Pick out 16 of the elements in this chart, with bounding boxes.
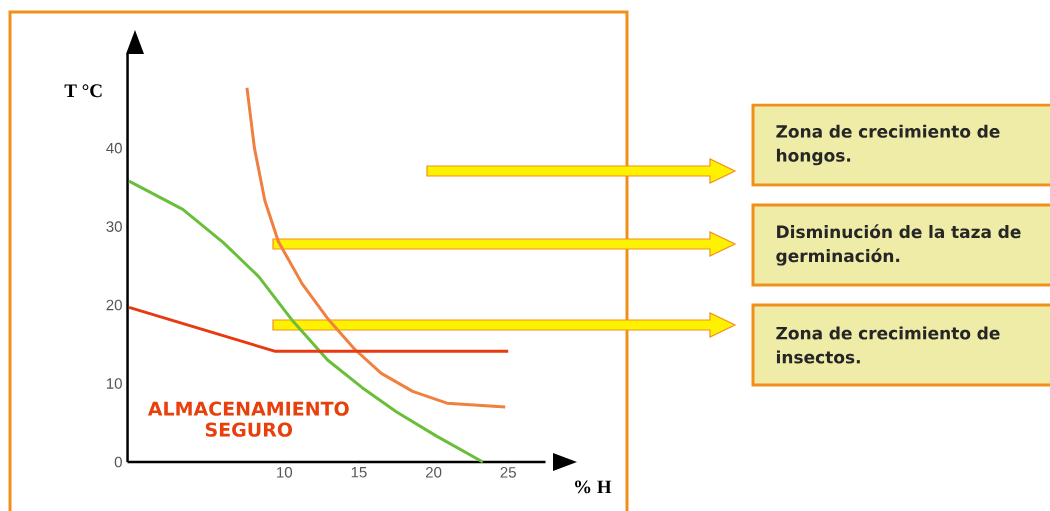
x-tick-label: 25: [500, 467, 516, 478]
text: Zona de crecimiento de insectos.: [776, 326, 1000, 364]
text: Zona de crecimiento de hongos.: [776, 124, 1000, 166]
x-axis-title: % H: [575, 480, 612, 494]
x-tick-label: 15: [351, 467, 367, 478]
annotation: ALMACENAMIENTO SEGURO: [147, 401, 349, 437]
text: Disminución de la taza de germinación.: [776, 224, 1021, 266]
y-tick-label: 40: [106, 142, 122, 154]
y-tick-label: 20: [106, 299, 122, 311]
y-tick-label: 10: [106, 378, 122, 389]
y-axis-title: T °C: [64, 84, 102, 98]
x-tick-label: 10: [277, 467, 293, 478]
x-tick-label: 20: [425, 467, 442, 478]
line-series: [127, 179, 485, 464]
y-tick-label: 0: [114, 456, 122, 468]
y-tick-label: 30: [106, 221, 122, 232]
